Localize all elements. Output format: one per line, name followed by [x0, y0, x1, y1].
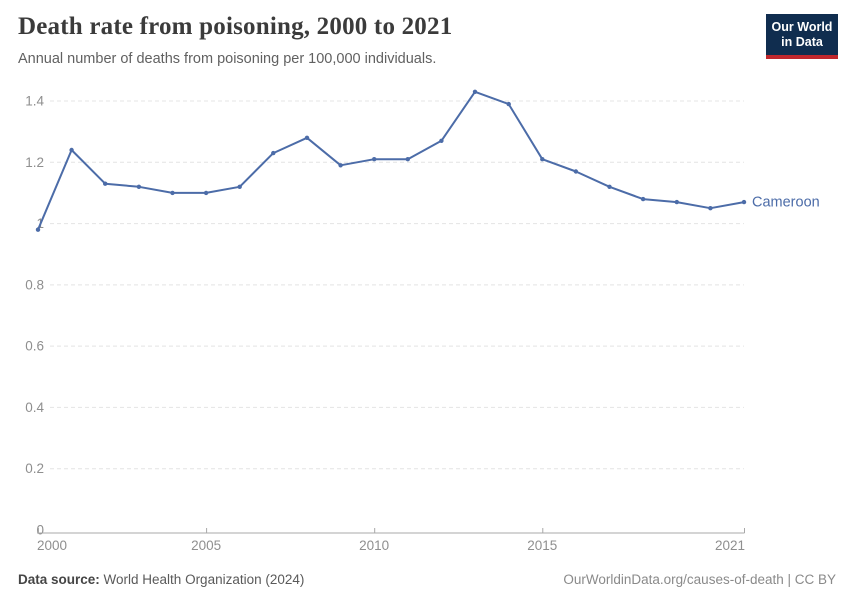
- data-point[interactable]: [372, 157, 377, 162]
- page-title: Death rate from poisoning, 2000 to 2021: [18, 13, 453, 40]
- data-source-value: World Health Organization (2024): [99, 572, 305, 587]
- y-tick-label: 0.2: [25, 461, 44, 476]
- data-point[interactable]: [640, 196, 646, 202]
- data-point[interactable]: [708, 206, 713, 211]
- y-tick-label: 0.6: [25, 339, 44, 354]
- x-tick-label: 2010: [359, 538, 389, 553]
- data-source-label: Data source:: [18, 572, 100, 587]
- y-tick-label: 1.2: [25, 155, 44, 170]
- data-point[interactable]: [439, 138, 444, 143]
- data-point[interactable]: [405, 157, 410, 162]
- data-point[interactable]: [237, 184, 242, 189]
- data-point[interactable]: [136, 184, 142, 189]
- data-point[interactable]: [170, 190, 175, 196]
- owid-logo-line2: in Data: [781, 35, 823, 49]
- data-point[interactable]: [69, 147, 74, 153]
- data-point[interactable]: [674, 199, 679, 205]
- data-point[interactable]: [338, 163, 343, 168]
- entity-label[interactable]: Cameroon: [752, 195, 820, 211]
- data-point[interactable]: [607, 184, 612, 189]
- data-point[interactable]: [103, 181, 108, 186]
- data-point[interactable]: [271, 150, 276, 156]
- y-tick-label: 0.8: [25, 277, 44, 292]
- x-tick-label: 2015: [527, 538, 557, 553]
- data-point[interactable]: [35, 227, 41, 232]
- y-tick-label: 0.4: [25, 400, 44, 415]
- y-tick-label: 1.4: [25, 94, 44, 109]
- series-line-cameroon[interactable]: [37, 90, 745, 231]
- owid-logo-line1: Our World: [771, 20, 833, 34]
- data-point[interactable]: [506, 101, 511, 107]
- data-point[interactable]: [304, 135, 310, 140]
- data-source: Data source: World Health Organization (…: [18, 572, 304, 587]
- data-point[interactable]: [540, 157, 545, 162]
- chart-subtitle: Annual number of deaths from poisoning p…: [18, 51, 437, 67]
- x-tick-label: 2005: [191, 538, 221, 553]
- credit-link[interactable]: OurWorldinData.org/causes-of-death | CC …: [563, 572, 836, 587]
- x-tick-label: 2000: [37, 538, 67, 553]
- data-point[interactable]: [203, 190, 209, 196]
- data-point[interactable]: [573, 169, 579, 174]
- data-point[interactable]: [741, 199, 747, 205]
- owid-logo[interactable]: Our World in Data: [766, 14, 838, 59]
- x-tick-label: 2021: [715, 538, 745, 553]
- data-point[interactable]: [472, 89, 478, 95]
- y-tick-label: 0: [36, 523, 44, 538]
